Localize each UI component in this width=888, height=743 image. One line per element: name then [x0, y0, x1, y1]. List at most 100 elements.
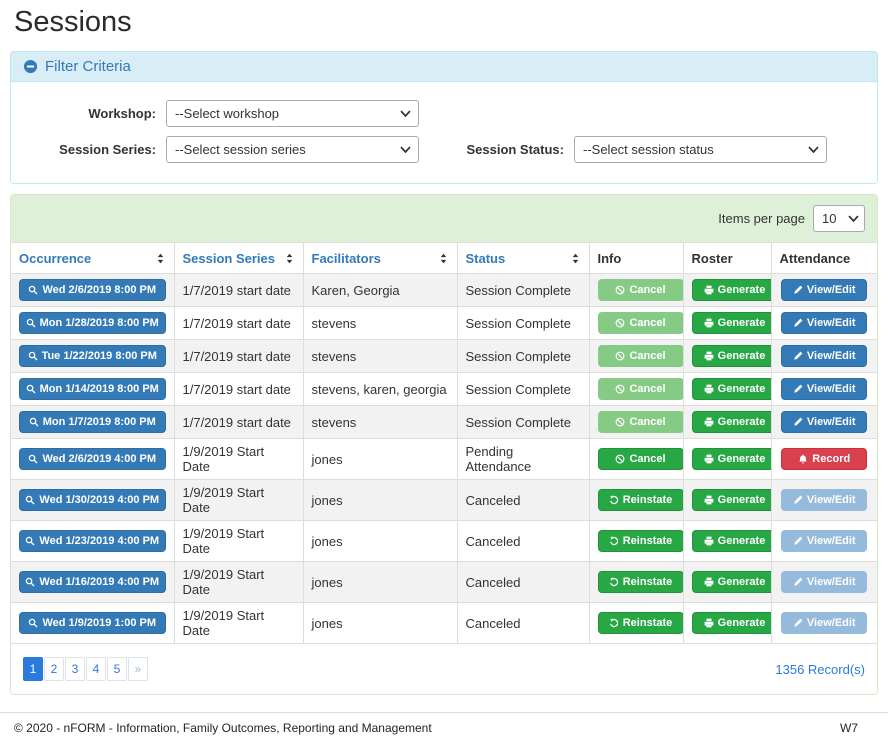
- session-series-cell: 1/9/2019 Start Date: [173, 438, 304, 480]
- button-label: View/Edit: [806, 534, 856, 547]
- printer-icon: [704, 285, 714, 295]
- button-label: View/Edit: [806, 316, 856, 329]
- occurrence-button[interactable]: Wed 1/30/2019 4:00 PM: [19, 489, 166, 511]
- facilitators-cell: Karen, Georgia: [302, 273, 458, 307]
- filter-body: Workshop: --Select workshop Session Seri…: [11, 82, 877, 183]
- roster-button[interactable]: Generate: [691, 489, 770, 511]
- occurrence-button[interactable]: Tue 1/22/2019 8:00 PM: [19, 345, 166, 367]
- session-series-select[interactable]: --Select session series: [166, 136, 419, 163]
- info-button[interactable]: Reinstate: [597, 530, 682, 552]
- roster-button[interactable]: Generate: [691, 378, 770, 400]
- info-button[interactable]: Cancel: [597, 279, 682, 301]
- occurrence-button[interactable]: Mon 1/7/2019 8:00 PM: [19, 411, 166, 433]
- roster-button[interactable]: Generate: [691, 571, 770, 593]
- printer-icon: [704, 495, 714, 505]
- roster-button[interactable]: Generate: [691, 312, 770, 334]
- info-button[interactable]: Reinstate: [597, 612, 682, 634]
- attendance-button[interactable]: View/Edit: [781, 279, 868, 301]
- occurrence-button[interactable]: Wed 2/6/2019 4:00 PM: [19, 448, 166, 470]
- roster-button[interactable]: Generate: [691, 612, 770, 634]
- info-button[interactable]: Cancel: [597, 312, 682, 334]
- button-label: Reinstate: [622, 616, 673, 629]
- attendance-button[interactable]: View/Edit: [781, 612, 868, 634]
- pagination-page-button-5[interactable]: 5: [107, 657, 127, 681]
- info-button[interactable]: Cancel: [597, 448, 682, 470]
- occurrence-button[interactable]: Mon 1/28/2019 8:00 PM: [19, 312, 166, 334]
- occurrence-button[interactable]: Wed 1/16/2019 4:00 PM: [19, 571, 166, 593]
- attendance-button[interactable]: View/Edit: [781, 312, 868, 334]
- table-body: Wed 2/6/2019 8:00 PM 1/7/2019 start date…: [11, 273, 877, 644]
- roster-button[interactable]: Generate: [691, 411, 770, 433]
- button-label: View/Edit: [806, 616, 856, 629]
- status-cell: Canceled: [456, 602, 590, 644]
- reinstate-icon: [609, 536, 619, 546]
- reinstate-icon: [609, 618, 619, 628]
- status-cell: Session Complete: [456, 405, 590, 439]
- occurrence-button[interactable]: Wed 2/6/2019 8:00 PM: [19, 279, 166, 301]
- occurrence-button[interactable]: Mon 1/14/2019 8:00 PM: [19, 378, 166, 400]
- session-status-select[interactable]: --Select session status: [574, 136, 827, 163]
- attendance-button[interactable]: View/Edit: [781, 345, 868, 367]
- ban-icon: [615, 384, 625, 394]
- table-row: Mon 1/7/2019 8:00 PM 1/7/2019 start date…: [11, 405, 877, 439]
- facilitators-cell: stevens: [302, 306, 458, 340]
- collapse-minus-icon[interactable]: [23, 59, 38, 74]
- column-header-facilitators[interactable]: Facilitators: [302, 242, 458, 274]
- search-icon: [26, 384, 36, 394]
- status-cell: Canceled: [456, 561, 590, 603]
- button-label: View/Edit: [806, 575, 856, 588]
- button-label: Reinstate: [622, 493, 673, 506]
- button-label: Generate: [717, 349, 766, 362]
- column-header-roster: Roster: [682, 242, 772, 274]
- pencil-icon: [793, 318, 803, 328]
- attendance-button[interactable]: View/Edit: [781, 530, 868, 552]
- info-button[interactable]: Cancel: [597, 378, 682, 400]
- session-series-cell: 1/9/2019 Start Date: [173, 479, 304, 521]
- info-button[interactable]: Reinstate: [597, 489, 682, 511]
- roster-button[interactable]: Generate: [691, 530, 770, 552]
- pencil-icon: [793, 285, 803, 295]
- session-series-cell: 1/7/2019 start date: [173, 306, 304, 340]
- pagination-page-button-4[interactable]: 4: [86, 657, 106, 681]
- roster-button[interactable]: Generate: [691, 345, 770, 367]
- items-per-page-label: Items per page: [718, 211, 805, 226]
- printer-icon: [704, 351, 714, 361]
- attendance-button[interactable]: View/Edit: [781, 571, 868, 593]
- sort-icon: [438, 253, 449, 264]
- pagination-page-button-3[interactable]: 3: [65, 657, 85, 681]
- column-header-status[interactable]: Status: [456, 242, 590, 274]
- button-label: Record: [812, 452, 851, 465]
- status-cell: Session Complete: [456, 339, 590, 373]
- column-header-occurrence[interactable]: Occurrence: [11, 242, 175, 274]
- filter-criteria-header[interactable]: Filter Criteria: [11, 52, 877, 82]
- pagination-page-button-2[interactable]: 2: [44, 657, 64, 681]
- attendance-button[interactable]: View/Edit: [781, 378, 868, 400]
- search-icon: [26, 318, 36, 328]
- attendance-button[interactable]: View/Edit: [781, 489, 868, 511]
- roster-button[interactable]: Generate: [691, 279, 770, 301]
- pagination-next-button[interactable]: »: [128, 657, 148, 681]
- facilitators-cell: jones: [302, 438, 458, 480]
- button-label: Generate: [717, 616, 766, 629]
- workshop-select[interactable]: --Select workshop: [166, 100, 419, 127]
- pagination-page-button-1[interactable]: 1: [23, 657, 43, 681]
- attendance-button[interactable]: Record: [781, 448, 868, 470]
- column-header-session-series[interactable]: Session Series: [173, 242, 304, 274]
- info-button[interactable]: Reinstate: [597, 571, 682, 593]
- button-label: Wed 2/6/2019 8:00 PM: [42, 283, 157, 296]
- table-toolbar: Items per page 10: [11, 195, 877, 242]
- info-button[interactable]: Cancel: [597, 411, 682, 433]
- button-label: Generate: [717, 283, 766, 296]
- printer-icon: [704, 318, 714, 328]
- attendance-button[interactable]: View/Edit: [781, 411, 868, 433]
- pencil-icon: [793, 536, 803, 546]
- facilitators-cell: jones: [302, 520, 458, 562]
- occurrence-button[interactable]: Wed 1/23/2019 4:00 PM: [19, 530, 166, 552]
- roster-button[interactable]: Generate: [691, 448, 770, 470]
- printer-icon: [704, 454, 714, 464]
- items-per-page-select[interactable]: 10: [813, 205, 865, 232]
- occurrence-button[interactable]: Wed 1/9/2019 1:00 PM: [19, 612, 166, 634]
- pencil-icon: [793, 577, 803, 587]
- info-button[interactable]: Cancel: [597, 345, 682, 367]
- status-cell: Pending Attendance: [456, 438, 590, 480]
